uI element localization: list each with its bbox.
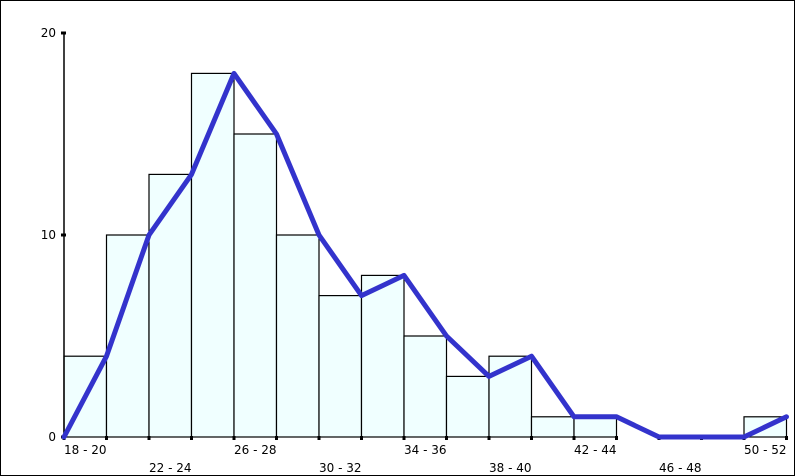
x-tick-mark-5 — [275, 436, 278, 440]
x-tick-mark-7 — [360, 436, 363, 440]
bar-8 — [403, 335, 448, 438]
bar-10 — [488, 355, 533, 438]
y-tick-label-2: 20 — [41, 26, 56, 40]
x-category-label-0: 18 - 20 — [64, 443, 107, 457]
x-category-label-8: 50 - 52 — [744, 443, 787, 457]
x-category-label-4: 34 - 36 — [404, 443, 447, 457]
x-tick-mark-10 — [487, 436, 491, 440]
y-tick-label-0: 0 — [48, 430, 56, 444]
bar-2 — [148, 173, 193, 438]
frequency-polygon-line — [61, 70, 789, 440]
x-category-label-7: 46 - 48 — [659, 461, 702, 475]
x-tick-mark-13 — [615, 436, 618, 440]
y-tick-label-1: 10 — [41, 228, 56, 242]
bar-7 — [360, 274, 405, 438]
x-tick-mark-17 — [785, 436, 788, 440]
x-tick-mark-11 — [530, 436, 533, 440]
x-tick-mark-6 — [317, 436, 321, 440]
x-tick-mark-1 — [105, 436, 108, 440]
x-category-label-1: 22 - 24 — [149, 461, 192, 475]
bar-6 — [318, 295, 363, 438]
x-tick-mark-2 — [147, 436, 151, 440]
x-tick-mark-12 — [572, 436, 576, 440]
bar-12 — [573, 416, 618, 438]
x-tick-mark-8 — [402, 436, 406, 440]
bar-11 — [530, 416, 575, 438]
bar-4 — [233, 133, 278, 438]
x-tick-mark-3 — [190, 436, 193, 440]
x-category-label-3: 30 - 32 — [319, 461, 362, 475]
x-category-label-6: 42 - 44 — [574, 443, 617, 457]
x-tick-mark-9 — [445, 436, 448, 440]
bar-3 — [190, 72, 235, 438]
bar-5 — [275, 234, 320, 438]
x-tick-mark-4 — [232, 436, 236, 440]
x-category-label-5: 38 - 40 — [489, 461, 532, 475]
bar-9 — [445, 375, 490, 438]
x-category-label-2: 26 - 28 — [234, 443, 277, 457]
